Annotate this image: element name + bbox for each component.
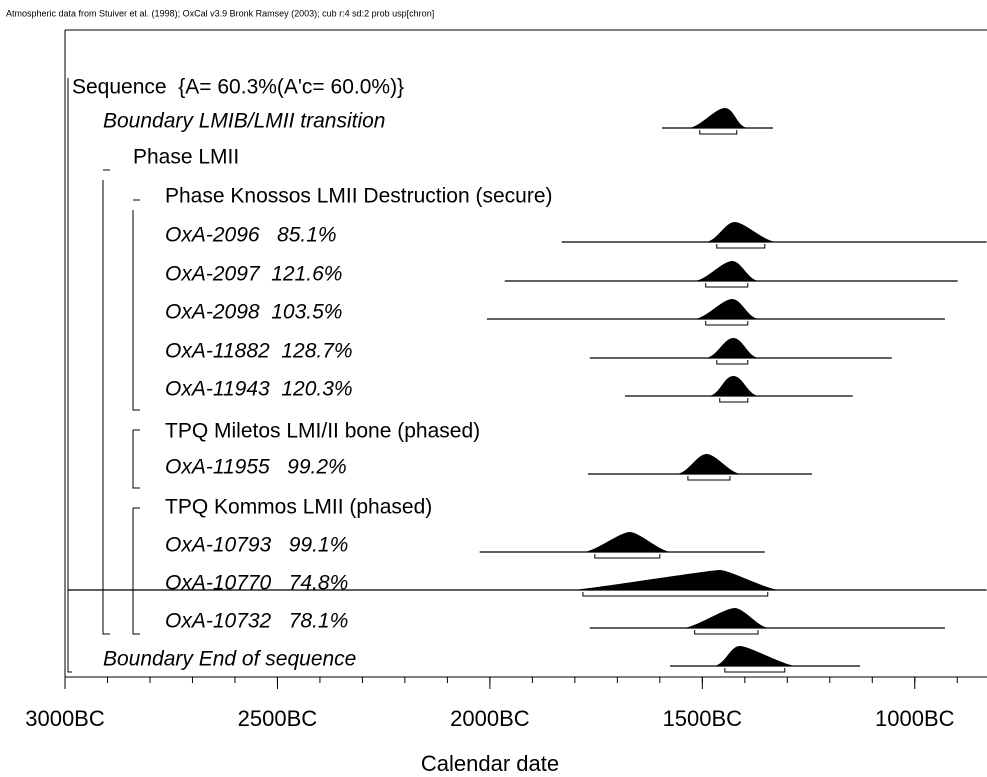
x-tick-label: 3000BC [25, 706, 105, 731]
posterior [693, 299, 760, 319]
posterior [570, 570, 780, 590]
row-label: OxA-10793 99.1% [165, 534, 348, 557]
x-tick-label: 2500BC [238, 706, 318, 731]
row-label: OxA-10770 74.8% [165, 572, 348, 595]
hpd-bracket [716, 360, 749, 365]
row-label: OxA-2098 103.5% [165, 301, 342, 324]
x-tick-label: 2000BC [450, 706, 530, 731]
posterior [687, 108, 749, 128]
posterior [682, 608, 770, 628]
hpd-bracket [724, 668, 786, 673]
frame [64, 29, 987, 677]
hpd-bracket [582, 592, 769, 597]
hpd-bracket [705, 321, 749, 326]
header: Atmospheric data from Stuiver et al. (19… [6, 8, 434, 18]
row-label: OxA-10732 78.1% [165, 610, 348, 633]
posterior [704, 338, 760, 358]
posterior [675, 454, 742, 474]
row-label: OxA-2097 121.6% [165, 263, 342, 286]
x-tick-label: 1500BC [663, 706, 743, 731]
hpd-bracket [705, 283, 749, 288]
row-label: OxA-11955 99.2% [165, 456, 347, 479]
posterior [693, 261, 760, 281]
row-label: TPQ Miletos LMI/II bone (phased) [165, 420, 480, 443]
hpd-bracket [594, 554, 661, 559]
bracket-caps [103, 169, 140, 509]
row-label: Phase Knossos LMII Destruction (secure) [165, 185, 553, 208]
row-label: OxA-11943 120.3% [165, 378, 353, 401]
row-label: OxA-2096 85.1% [165, 224, 337, 247]
hpd-bracket [719, 398, 749, 403]
posterior [712, 646, 797, 666]
row-label: OxA-11882 128.7% [165, 340, 353, 363]
posterior [707, 376, 760, 396]
hpd-bracket [699, 130, 738, 135]
posterior [704, 222, 777, 242]
phase-brackets [67, 78, 140, 673]
row-label: Phase LMII [133, 146, 239, 169]
posterior [582, 532, 672, 552]
hpd-bracket [694, 630, 759, 635]
row-label: TPQ Kommos LMII (phased) [165, 496, 432, 519]
x-axis-label: Calendar date [421, 751, 559, 776]
hpd-bracket [716, 244, 766, 249]
row-label: Boundary LMIB/LMII transition [103, 110, 385, 133]
hpd-bracket [687, 476, 731, 481]
x-tick-label: 1000BC [875, 706, 955, 731]
row-label: Sequence {A= 60.3%(A'c= 60.0%)} [72, 76, 404, 99]
row-label: Boundary End of sequence [103, 648, 356, 671]
